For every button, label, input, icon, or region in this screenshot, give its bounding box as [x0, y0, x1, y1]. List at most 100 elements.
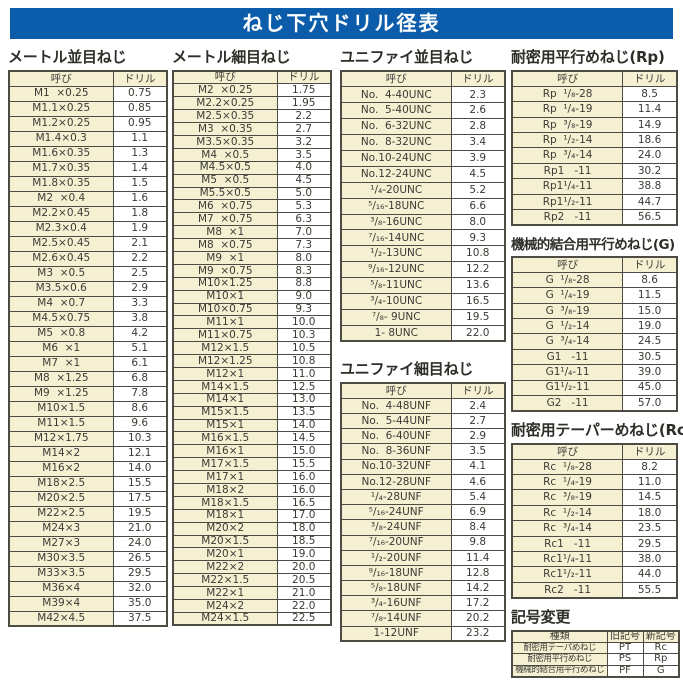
drill-cell: 0.95	[112, 115, 168, 132]
table-row: Rc ¹/₄-19 11.0	[511, 474, 678, 491]
table-row: M15×1 14.0	[172, 418, 332, 433]
drill-cell: 11.0	[622, 474, 678, 491]
designation-cell: Rp ¹/₄-19	[511, 101, 624, 118]
designation-cell: M7 ×1	[8, 355, 114, 372]
designation-cell: M6 ×0.75	[172, 199, 278, 214]
designation-cell: ⁵/₁₆-18UNC	[340, 197, 452, 215]
header-row: 呼び ドリル	[340, 382, 506, 399]
header-row: 種類 旧記号 新記号	[511, 630, 680, 643]
drill-cell: 55.5	[622, 581, 678, 599]
designation-cell: M6 ×1	[8, 340, 114, 357]
table-row: M39×4 35.0	[8, 595, 168, 612]
drill-cell: 8.0	[276, 250, 332, 265]
designation-cell: ⁷/₈-14UNF	[340, 610, 452, 627]
drill-cell: 9.3	[276, 302, 332, 317]
table-row: No. 6-40UNF 2.9	[340, 428, 506, 445]
designation-cell: M22×1.5	[172, 573, 278, 588]
designation-cell: No.10-32UNF	[340, 458, 452, 475]
section-title-metric-coarse: メートル並目ねじ	[8, 48, 127, 66]
table-row: M2 ×0.25 1.75	[172, 83, 332, 98]
table-row: No. 5-40UNC 2.6	[340, 102, 506, 120]
table-row: M16×1 15.0	[172, 444, 332, 459]
drill-cell: 18.6	[622, 132, 678, 149]
drill-cell: 1.3	[112, 145, 168, 162]
designation-cell: M11×1.5	[8, 415, 114, 432]
column-header: 呼び	[8, 70, 114, 87]
designation-cell: Rp2 -11	[511, 209, 624, 226]
drill-cell: 15.5	[112, 475, 168, 492]
drill-cell: 3.9	[450, 149, 506, 167]
designation-cell: No.12-24UNC	[340, 165, 452, 183]
drill-cell: 37.5	[112, 610, 168, 627]
header-row: 呼び ドリル	[340, 70, 506, 88]
table-row: M7 ×1 6.1	[8, 355, 168, 372]
drill-cell: 11.4	[622, 101, 678, 118]
designation-cell: M3 ×0.35	[172, 122, 278, 136]
designation-cell: No. 8-32UNC	[340, 134, 452, 151]
drill-cell: 30.2	[622, 162, 678, 180]
table-row: ¹/₂-13UNC 10.8	[340, 245, 506, 263]
drill-cell: 8.8	[276, 276, 332, 291]
old-symbol-cell: PS	[606, 653, 644, 666]
drill-cell: 9.3	[450, 229, 506, 247]
drill-cell: 15.5	[276, 457, 332, 472]
table-row: M1.6×0.35 1.3	[8, 145, 168, 162]
designation-cell: M20×2.5	[8, 490, 114, 507]
drill-cell: 3.2	[276, 134, 332, 149]
designation-cell: M4.5×0.75	[8, 310, 114, 327]
designation-cell: M30×3.5	[8, 550, 114, 567]
drill-cell: 30.5	[622, 348, 678, 366]
designation-cell: M10×1.5	[8, 400, 114, 417]
table-row: 1-12UNF 23.2	[340, 625, 506, 642]
table-row: M2.2×0.25 1.95	[172, 96, 332, 111]
drill-cell: 2.9	[450, 428, 506, 445]
designation-cell: M22×2.5	[8, 505, 114, 522]
drill-cell: 44.0	[622, 566, 678, 583]
designation-cell: ¹/₂-20UNF	[340, 549, 452, 566]
drill-cell: 12.8	[450, 564, 506, 582]
table-row: M3.5×0.6 2.9	[8, 280, 168, 297]
designation-cell: M3.5×0.35	[172, 134, 278, 149]
drill-cell: 8.3	[276, 263, 332, 278]
designation-cell: ⁷/₁₆-14UNC	[340, 229, 452, 247]
designation-cell: M8 ×1	[172, 225, 278, 240]
table-row: No. 5-44UNF 2.7	[340, 413, 506, 430]
drill-cell: 3.5	[276, 147, 332, 162]
designation-cell: M9 ×1	[172, 250, 278, 265]
table-row: G ¹/₂-14 19.0	[511, 317, 678, 335]
table-row: M20×2 18.0	[172, 521, 332, 536]
drill-cell: 19.0	[622, 317, 678, 335]
designation-cell: G ³/₈-19	[511, 302, 624, 319]
drill-cell: 32.0	[112, 580, 168, 597]
drill-cell: 13.5	[276, 405, 332, 420]
table-row: M12×1 11.0	[172, 366, 332, 381]
table-row: Rp ³/₄-14 24.0	[511, 147, 678, 164]
section-title-unified-fine: ユニファイ細目ねじ	[340, 360, 474, 379]
drill-cell: 5.1	[112, 340, 168, 357]
drill-cell: 57.0	[622, 394, 678, 412]
table-row: M1.1×0.25 0.85	[8, 100, 168, 117]
table-row: M1.2×0.25 0.95	[8, 115, 168, 132]
drill-cell: 39.0	[622, 364, 678, 381]
designation-cell: M39×4	[8, 595, 114, 612]
table-row: No.10-24UNC 3.9	[340, 149, 506, 167]
g-table: 呼び ドリル G ¹/₈-28 8.6 G ¹/₄-19 11.5 G ³/₈-19 15.0…	[511, 255, 678, 412]
designation-cell: Rp1¹/₄-11	[511, 178, 624, 195]
drill-cell: 17.5	[112, 490, 168, 507]
table-row: M3 ×0.35 2.7	[172, 122, 332, 136]
table-row: No. 4-48UNF 2.4	[340, 397, 506, 415]
drill-cell: 17.2	[450, 595, 506, 612]
drill-cell: 1.5	[112, 175, 168, 192]
table-row: No. 4-40UNC 2.3	[340, 86, 506, 104]
table-row: G ³/₈-19 15.0	[511, 302, 678, 319]
section-title-symbol-change: 記号変更	[511, 607, 571, 626]
table-row: M4 ×0.7 3.3	[8, 295, 168, 312]
drill-cell: 5.2	[450, 181, 506, 199]
designation-cell: M18×1.5	[172, 495, 278, 510]
table-row: M15×1.5 13.5	[172, 405, 332, 420]
drill-cell: 8.4	[450, 519, 506, 536]
column-header: 呼び	[340, 382, 452, 399]
column-header: ドリル	[450, 382, 506, 399]
drill-cell: 0.85	[112, 100, 168, 117]
table-row: M9 ×1 8.0	[172, 250, 332, 265]
